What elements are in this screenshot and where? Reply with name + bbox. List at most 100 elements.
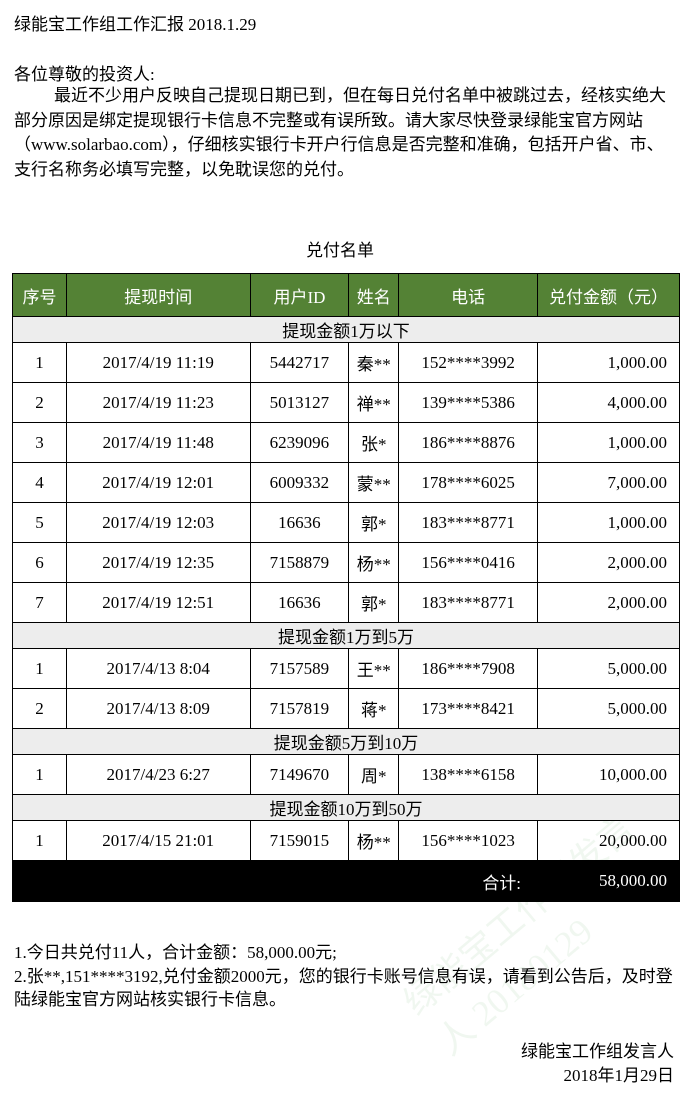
announcement-paragraph: 最近不少用户反映自己提现日期已到，但在每日兑付名单中被跳过去，经核实绝大部分原因… bbox=[14, 86, 666, 179]
cell-time: 2017/4/19 12:51 bbox=[65, 582, 251, 623]
cell-name: 郭* bbox=[348, 582, 400, 623]
signature-date: 2018年1月29日 bbox=[563, 1066, 675, 1085]
cell-amount: 5,000.00 bbox=[537, 648, 680, 689]
table-row: 4 2017/4/19 12:01 6009332 蒙** 178****6025 7,0… bbox=[12, 462, 680, 503]
cell-seq: 7 bbox=[12, 582, 67, 623]
cell-time: 2017/4/19 12:03 bbox=[65, 502, 251, 543]
cell-phone: 186****8876 bbox=[398, 422, 539, 463]
greeting: 各位尊敬的投资人: bbox=[14, 65, 155, 84]
group-row: 提现金额10万到50万 bbox=[12, 794, 680, 821]
column-header: 序号 bbox=[12, 273, 67, 317]
cell-name: 张* bbox=[348, 422, 400, 463]
cell-amount: 2,000.00 bbox=[537, 582, 680, 623]
cell-user-id: 7157819 bbox=[249, 688, 350, 729]
cell-time: 2017/4/19 12:01 bbox=[65, 462, 251, 503]
cell-name: 蒙** bbox=[348, 462, 400, 503]
cell-amount: 4,000.00 bbox=[537, 382, 680, 423]
cell-amount: 1,000.00 bbox=[537, 502, 680, 543]
cell-user-id: 5442717 bbox=[249, 342, 350, 383]
cell-amount: 2,000.00 bbox=[537, 542, 680, 583]
cell-time: 2017/4/19 11:48 bbox=[65, 422, 251, 463]
group-row: 提现金额5万到10万 bbox=[12, 728, 680, 755]
cell-user-id: 6239096 bbox=[249, 422, 350, 463]
table-row: 1 2017/4/19 11:19 5442717 秦** 152****3992 1,0… bbox=[12, 342, 680, 383]
cell-phone: 183****8771 bbox=[398, 582, 539, 623]
cell-user-id: 7157589 bbox=[249, 648, 350, 689]
table-row: 7 2017/4/19 12:51 16636 郭* 183****8771 2,000.… bbox=[12, 582, 680, 623]
table-row: 5 2017/4/19 12:03 16636 郭* 183****8771 1,000.… bbox=[12, 502, 680, 543]
cell-name: 周* bbox=[348, 754, 400, 795]
list-title: 兑付名单 bbox=[306, 241, 374, 260]
cell-seq: 2 bbox=[12, 382, 67, 423]
cell-phone: 186****7908 bbox=[398, 648, 539, 689]
cell-amount: 1,000.00 bbox=[537, 342, 680, 383]
cell-seq: 6 bbox=[12, 542, 67, 583]
note-1: 1.今日共兑付11人，合计金额：58,000.00元; bbox=[14, 943, 337, 962]
payout-table: 序号 提现时间 用户ID 姓名 电话 兑付金额（元） 提现金额1万以下 1 2017/4/19… bbox=[11, 273, 680, 902]
cell-seq: 1 bbox=[12, 342, 67, 383]
total-label: 合计: bbox=[11, 860, 539, 902]
column-header: 提现时间 bbox=[65, 273, 251, 317]
cell-name: 蒋* bbox=[348, 688, 400, 729]
table-row: 3 2017/4/19 11:48 6239096 张* 186****8876 1,00… bbox=[12, 422, 680, 463]
group-label: 提现金额1万以下 bbox=[12, 316, 680, 343]
cell-amount: 20,000.00 bbox=[537, 820, 680, 861]
cell-time: 2017/4/13 8:04 bbox=[65, 648, 251, 689]
group-label: 提现金额5万到10万 bbox=[12, 728, 680, 755]
cell-amount: 5,000.00 bbox=[537, 688, 680, 729]
cell-seq: 1 bbox=[12, 648, 67, 689]
notes: 1.今日共兑付11人，合计金额：58,000.00元; 2.张**,151***… bbox=[14, 941, 674, 1012]
table-row: 6 2017/4/19 12:35 7158879 杨** 156****0416 2,0… bbox=[12, 542, 680, 583]
cell-user-id: 7159015 bbox=[249, 820, 350, 861]
cell-phone: 173****8421 bbox=[398, 688, 539, 729]
cell-amount: 10,000.00 bbox=[537, 754, 680, 795]
group-label: 提现金额1万到5万 bbox=[12, 622, 680, 649]
cell-phone: 138****6158 bbox=[398, 754, 539, 795]
signature-name: 绿能宝工作组发言人 bbox=[521, 1042, 674, 1061]
cell-user-id: 16636 bbox=[249, 582, 350, 623]
column-header: 姓名 bbox=[348, 273, 400, 317]
cell-seq: 1 bbox=[12, 754, 67, 795]
table-row: 1 2017/4/23 6:27 7149670 周* 138****6158 10,00… bbox=[12, 754, 680, 795]
cell-amount: 7,000.00 bbox=[537, 462, 680, 503]
column-header: 用户ID bbox=[249, 273, 350, 317]
group-label: 提现金额10万到50万 bbox=[12, 794, 680, 821]
cell-phone: 178****6025 bbox=[398, 462, 539, 503]
table-row: 1 2017/4/15 21:01 7159015 杨** 156****1023 20,… bbox=[12, 820, 680, 861]
cell-time: 2017/4/15 21:01 bbox=[65, 820, 251, 861]
cell-time: 2017/4/23 6:27 bbox=[65, 754, 251, 795]
cell-time: 2017/4/19 11:19 bbox=[65, 342, 251, 383]
table-header: 序号 提现时间 用户ID 姓名 电话 兑付金额（元） bbox=[12, 273, 680, 317]
cell-seq: 4 bbox=[12, 462, 67, 503]
cell-name: 禅** bbox=[348, 382, 400, 423]
table-row: 2 2017/4/19 11:23 5013127 禅** 139****5386 4,0… bbox=[12, 382, 680, 423]
group-row: 提现金额1万以下 bbox=[12, 316, 680, 343]
total-amount: 58,000.00 bbox=[537, 860, 680, 902]
cell-name: 王** bbox=[348, 648, 400, 689]
cell-name: 郭* bbox=[348, 502, 400, 543]
cell-user-id: 7149670 bbox=[249, 754, 350, 795]
column-header: 兑付金额（元） bbox=[537, 273, 680, 317]
table-row: 2 2017/4/13 8:09 7157819 蒋* 173****8421 5,000… bbox=[12, 688, 680, 729]
cell-phone: 139****5386 bbox=[398, 382, 539, 423]
cell-amount: 1,000.00 bbox=[537, 422, 680, 463]
note-2: 2.张**,151****3192,兑付金额2000元，您的银行卡账号信息有误，… bbox=[14, 966, 673, 1010]
group-row: 提现金额1万到5万 bbox=[12, 622, 680, 649]
cell-name: 杨** bbox=[348, 542, 400, 583]
column-header: 电话 bbox=[398, 273, 539, 317]
cell-seq: 2 bbox=[12, 688, 67, 729]
cell-seq: 5 bbox=[12, 502, 67, 543]
cell-user-id: 16636 bbox=[249, 502, 350, 543]
cell-phone: 183****8771 bbox=[398, 502, 539, 543]
cell-user-id: 5013127 bbox=[249, 382, 350, 423]
cell-time: 2017/4/19 11:23 bbox=[65, 382, 251, 423]
total-row: 合计: 58,000.00 bbox=[11, 860, 680, 902]
cell-phone: 152****3992 bbox=[398, 342, 539, 383]
signature: 绿能宝工作组发言人 2018年1月29日 bbox=[521, 1040, 674, 1088]
cell-time: 2017/4/19 12:35 bbox=[65, 542, 251, 583]
cell-name: 秦** bbox=[348, 342, 400, 383]
cell-seq: 1 bbox=[12, 820, 67, 861]
cell-user-id: 6009332 bbox=[249, 462, 350, 503]
cell-time: 2017/4/13 8:09 bbox=[65, 688, 251, 729]
